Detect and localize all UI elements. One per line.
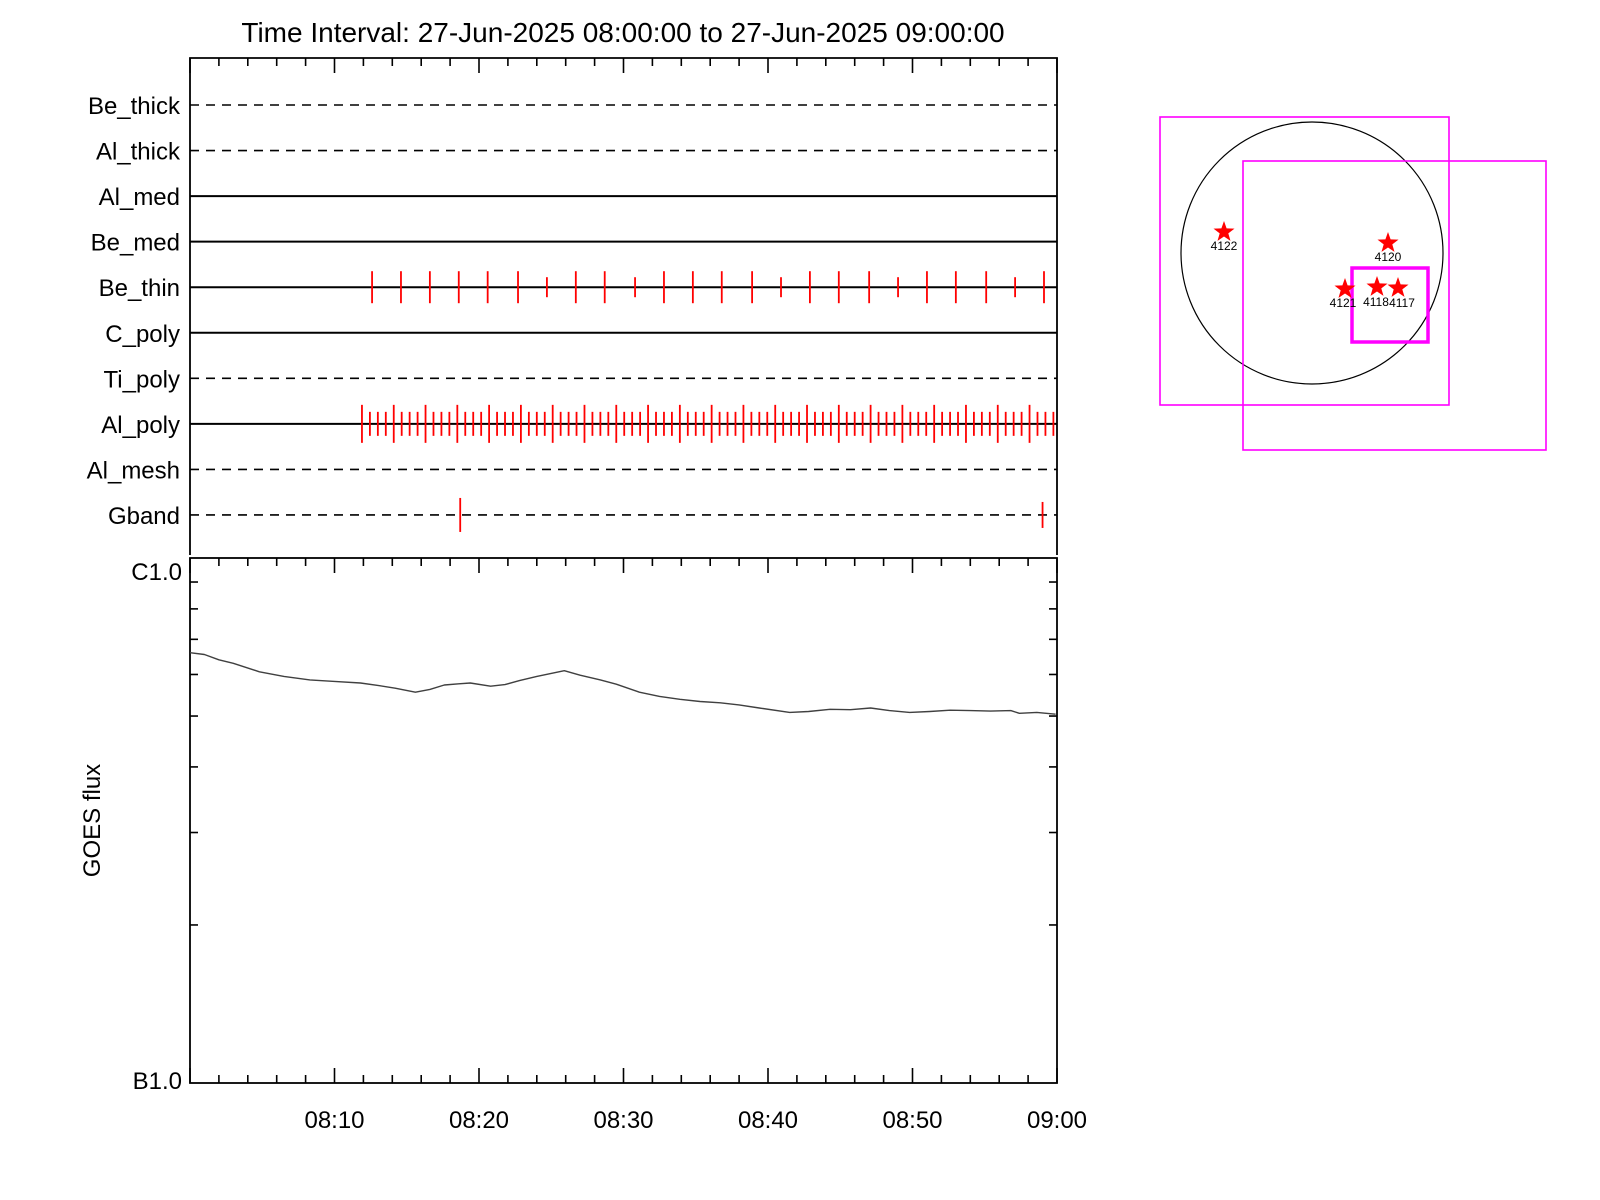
filter-row-label-Gband: Gband [108,503,180,530]
timeline-frame [189,57,1058,555]
filter-row-label-C_poly: C_poly [105,321,180,348]
figure-title: Time Interval: 27-Jun-2025 08:00:00 to 2… [241,17,1004,48]
active-region-label-4121: 4121 [1330,296,1357,310]
filter-row-label-Al_med: Al_med [99,184,180,211]
x-axis-label: 08:30 [593,1107,653,1134]
exposure-ticks-Be_thin [371,271,1045,304]
active-region-star-4120 [1377,232,1399,252]
goes-frame [189,557,1058,1084]
y-axis-bottom-label: B1.0 [133,1068,182,1095]
filter-row-label-Be_thin: Be_thin [99,275,180,302]
solar-disk-map: 4122 4120 4121 4118 4117 [1159,116,1547,451]
fov-box-2 [1242,160,1547,451]
y-axis-top-label: C1.0 [131,559,182,586]
active-region-label-4117: 4117 [1389,296,1415,310]
x-axis-label: 09:00 [1027,1107,1087,1134]
filter-row-label-Be_thick: Be_thick [88,93,181,120]
filter-row-label-Al_thick: Al_thick [96,139,181,166]
active-region-star-4121 [1334,278,1356,298]
filter-row-label-Ti_poly: Ti_poly [104,366,180,393]
exposure-ticks-Al_poly [361,404,1055,443]
fov-box-3 [1350,266,1430,344]
y-axis-title: GOES flux [79,764,106,877]
x-axis-label: 08:50 [882,1107,942,1134]
active-region-label-4120: 4120 [1375,250,1402,264]
active-region-label-4122: 4122 [1211,239,1238,253]
active-region-star-4117 [1387,277,1409,297]
active-region-label-4118: 4118 [1363,295,1389,309]
filter-row-label-Be_med: Be_med [91,230,180,257]
active-region-star-4118 [1366,276,1388,296]
x-axis-label: 08:20 [449,1107,509,1134]
filter-timeline-panel: Be_thick Al_thick Al_med Be_med Be_thin C_pol… [87,57,1058,555]
fov-box-1 [1159,116,1450,406]
goes-flux-curve [189,652,1056,715]
x-axis-label: 08:10 [304,1107,364,1134]
active-region-star-4122 [1213,221,1235,241]
goes-flux-panel: 08:10 08:20 08:30 08:40 08:50 09:00 C1.0 B1.0 GO… [79,557,1087,1134]
filter-row-label-Al_mesh: Al_mesh [87,457,180,484]
filter-row-label-Al_poly: Al_poly [101,412,180,439]
x-axis-label: 08:40 [738,1107,798,1134]
exposure-ticks-Gband [459,497,1044,532]
solar-disk [1180,121,1444,385]
